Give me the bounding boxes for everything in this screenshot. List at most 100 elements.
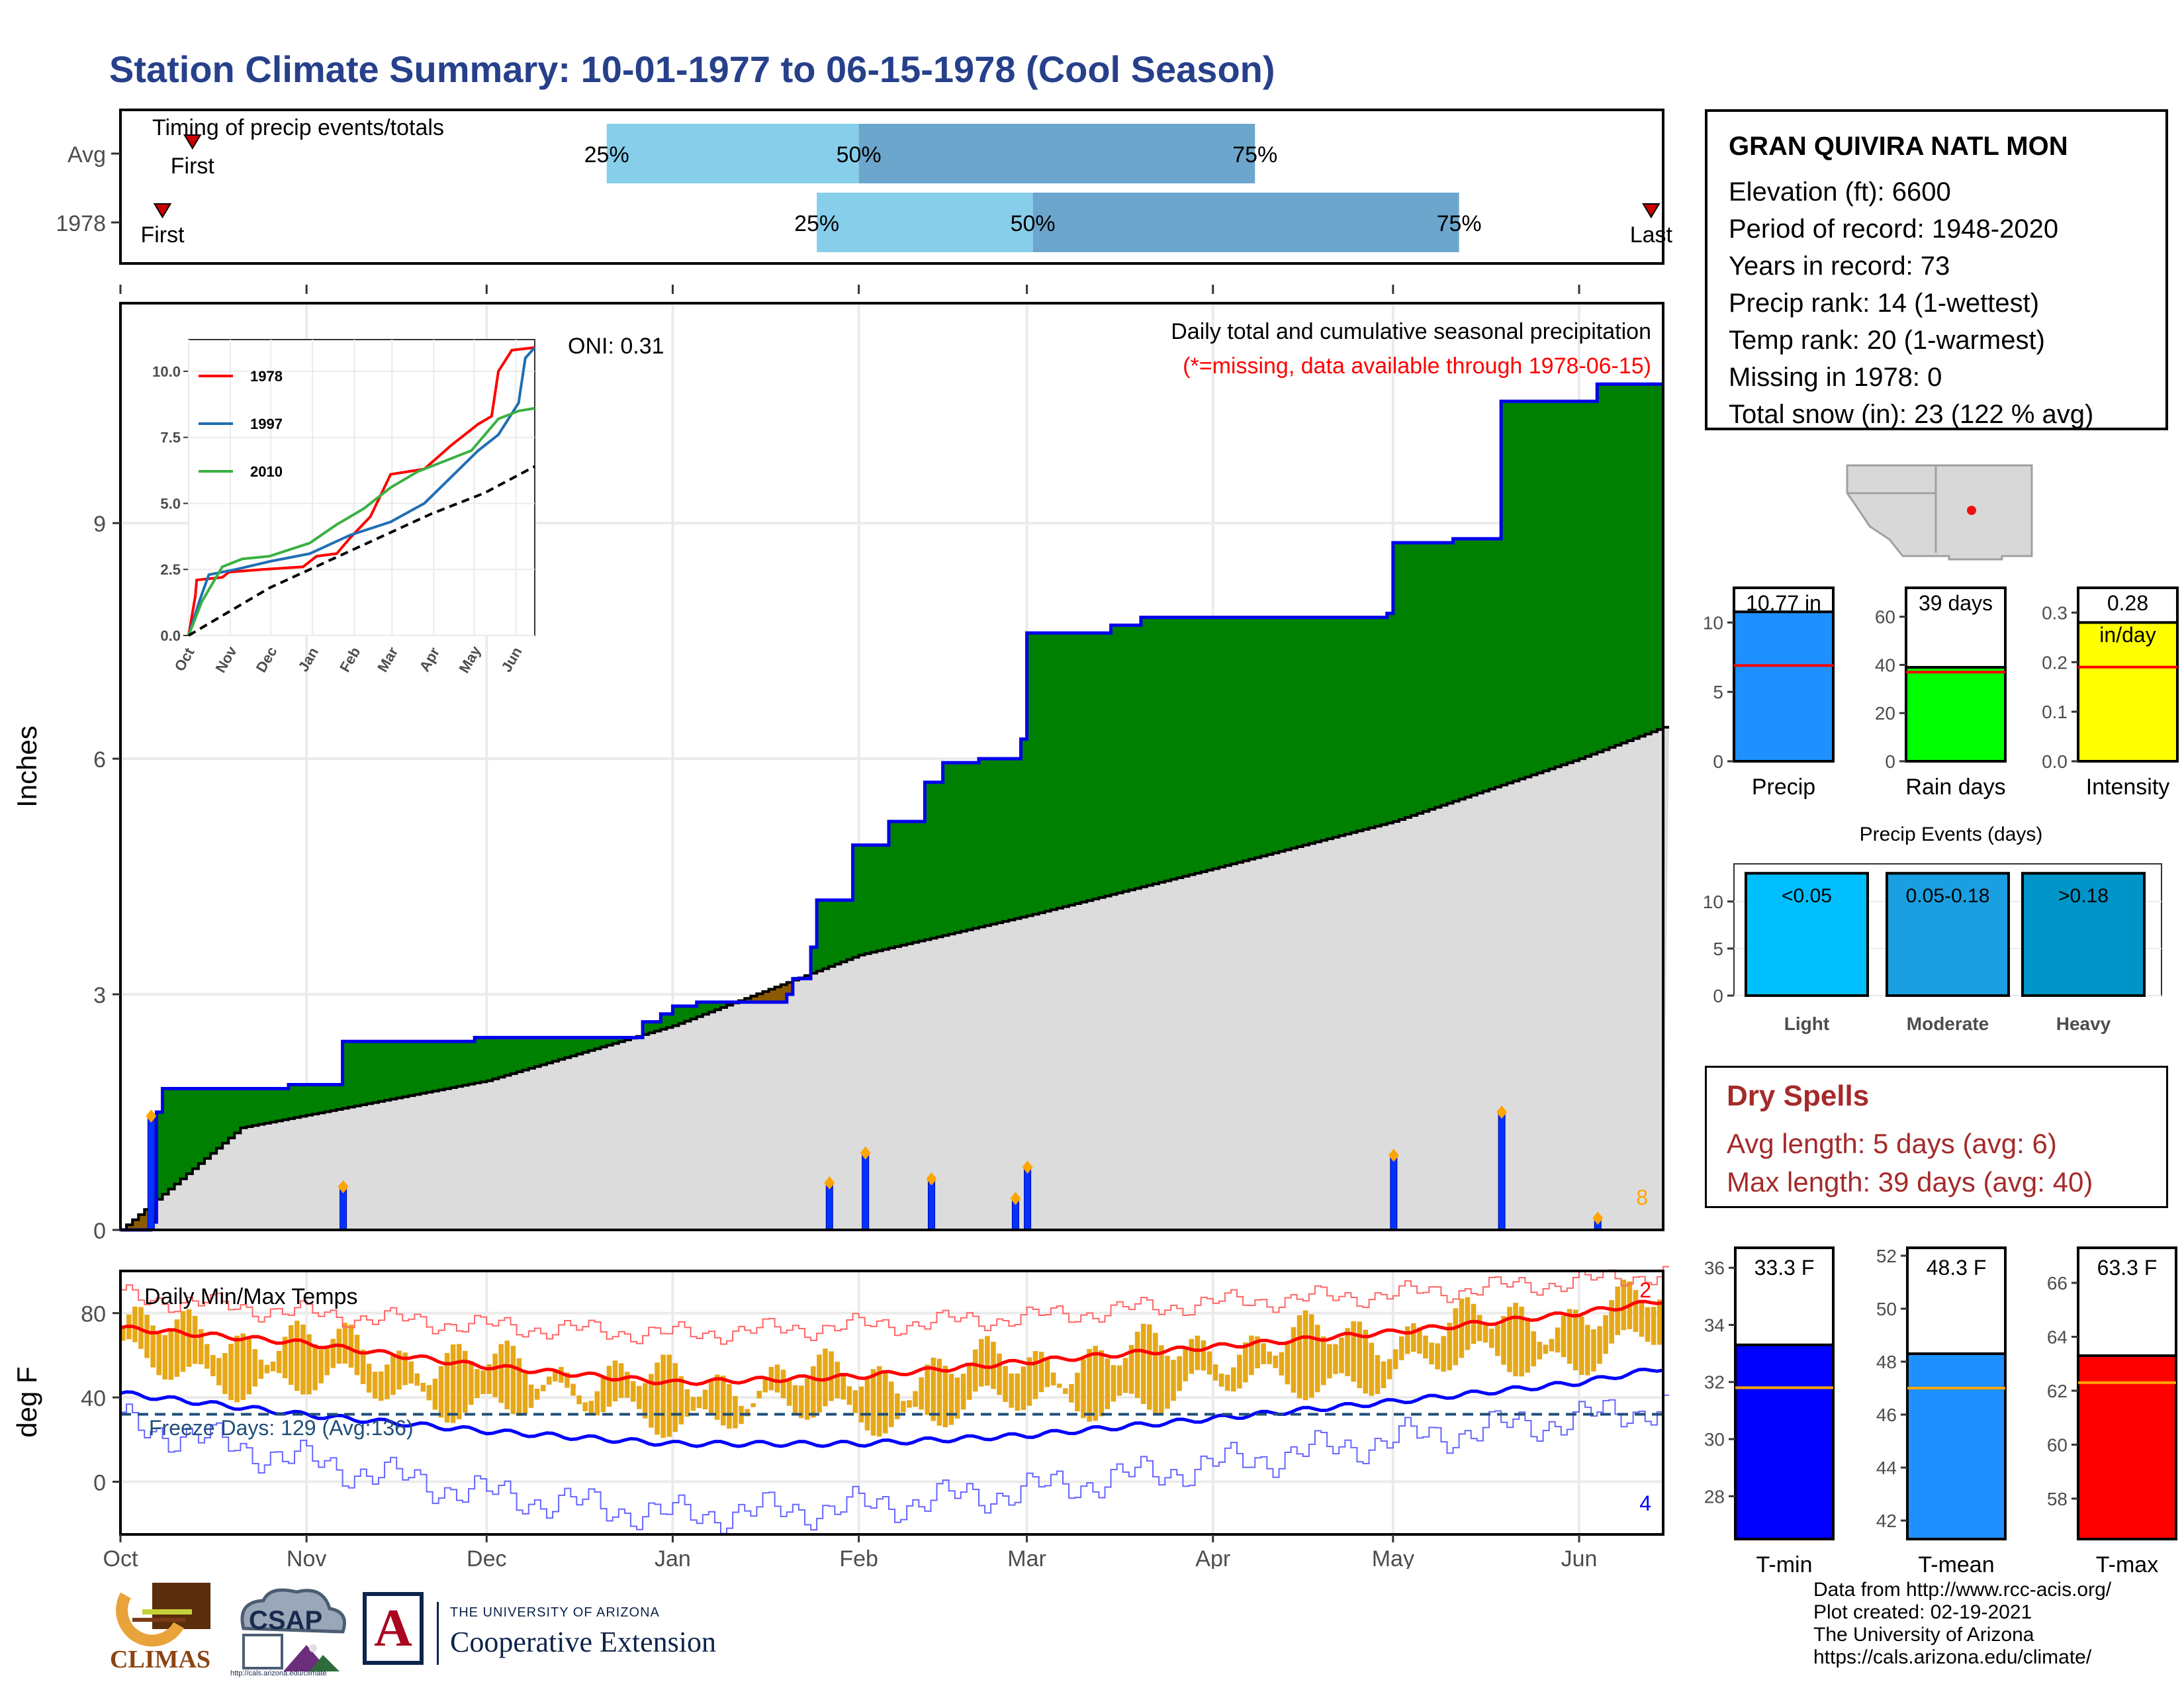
daily-temp-range-bar xyxy=(1501,1316,1506,1365)
daily-temp-range-bar xyxy=(1531,1331,1537,1367)
daily-temp-range-bar xyxy=(1038,1352,1044,1393)
above-normal-segment xyxy=(1495,538,1502,788)
daily-temp-range-bar xyxy=(1488,1329,1494,1348)
above-normal-segment xyxy=(1261,617,1267,857)
csap-logo: CSAP http://cals.arizona.edu/climate xyxy=(230,1582,353,1681)
daily-temp-range-bar xyxy=(979,1338,984,1387)
daily-temp-range-bar xyxy=(456,1344,462,1420)
ua-logo-block: A xyxy=(363,1592,424,1665)
daily-temp-range-bar xyxy=(895,1393,900,1420)
above-normal-segment xyxy=(1537,401,1544,773)
max-normal-line xyxy=(120,1299,1664,1386)
daily-temp-range-bar xyxy=(1255,1336,1260,1369)
daily-temp-range-bar xyxy=(985,1336,990,1386)
temp-bars-panel: 28 30 32 34 36 33.3 F T-min 42 44 46 48 50 52 48.3 F T… xyxy=(1681,1231,2184,1589)
daily-temp-range-bar xyxy=(132,1306,138,1342)
above-normal-segment xyxy=(336,1084,343,1109)
timing-row-label: Avg xyxy=(68,142,106,167)
daily-temp-range-bar xyxy=(811,1366,816,1418)
daily-temp-range-bar xyxy=(1495,1325,1500,1356)
precip-event-range: 0.05-0.18 xyxy=(1906,885,1990,907)
daily-temp-range-bar xyxy=(156,1333,161,1376)
daily-precip-marker xyxy=(146,1109,157,1123)
inset-series-line xyxy=(187,346,535,636)
daily-temp-range-bar xyxy=(708,1380,714,1414)
above-normal-segment xyxy=(1555,401,1562,767)
daily-temp-range-bar xyxy=(462,1350,468,1413)
daily-temp-range-bar xyxy=(1398,1336,1404,1360)
dry-spells-max: Max length: 39 days (avg: 40) xyxy=(1727,1166,2093,1197)
above-normal-segment xyxy=(156,1112,163,1199)
events-ytick-label: 0 xyxy=(1713,986,1723,1006)
summary-value-label: 0.28 xyxy=(2107,591,2148,615)
above-normal-segment xyxy=(1081,633,1087,902)
precip-events-chart: Precip Events (days) 0 5 10 <0.05 Light 0.05-0… xyxy=(1703,823,2162,1034)
above-normal-segment xyxy=(450,1041,457,1088)
above-normal-segment xyxy=(570,1037,577,1056)
daily-temp-range-bar xyxy=(1453,1308,1459,1366)
above-normal-segment xyxy=(913,821,919,943)
above-normal-segment xyxy=(168,1088,175,1190)
above-normal-segment xyxy=(1189,617,1196,875)
daily-temp-range-bar xyxy=(1411,1323,1416,1352)
daily-temp-range-bar xyxy=(306,1334,312,1395)
daily-temp-range-bar xyxy=(966,1363,972,1400)
above-normal-segment xyxy=(528,1037,535,1068)
daily-temp-range-bar xyxy=(1267,1351,1272,1364)
below-normal-segment xyxy=(780,984,788,1002)
above-normal-segment xyxy=(559,1037,565,1060)
above-normal-segment xyxy=(480,1037,487,1082)
above-normal-segment xyxy=(948,763,956,934)
daily-precip-bar xyxy=(1024,1166,1032,1231)
above-normal-segment xyxy=(1345,617,1351,835)
above-normal-segment xyxy=(1308,617,1316,844)
daily-temp-range-bar xyxy=(1597,1326,1602,1364)
precip-ytick-label: 6 xyxy=(93,747,106,773)
above-normal-segment xyxy=(643,1021,649,1035)
daily-temp-range-bar xyxy=(594,1391,600,1416)
above-normal-segment xyxy=(1387,613,1394,823)
daily-temp-range-bar xyxy=(252,1349,258,1387)
daily-temp-range-bar xyxy=(1567,1309,1572,1364)
daily-precip-marker xyxy=(1496,1105,1508,1119)
station-detail-line: Temp rank: 20 (1-warmest) xyxy=(1729,326,2045,355)
daily-temp-range-bar xyxy=(210,1354,216,1377)
summary-value-bar xyxy=(2077,621,2179,763)
daily-temp-range-bar xyxy=(1285,1341,1291,1385)
daily-temp-range-bar xyxy=(1519,1307,1524,1377)
daily-temp-range-bar xyxy=(792,1385,798,1413)
precip-event-category: Light xyxy=(1784,1013,1829,1034)
daily-temp-range-bar xyxy=(570,1383,576,1396)
daily-temp-range-bar xyxy=(1381,1361,1387,1389)
above-normal-segment xyxy=(1471,538,1478,796)
daily-temp-range-bar xyxy=(180,1311,186,1372)
tbar-ytick-label: 66 xyxy=(2047,1273,2068,1293)
above-normal-segment xyxy=(1651,384,1658,732)
daily-temp-range-bar xyxy=(469,1361,474,1405)
above-normal-segment xyxy=(1087,633,1093,901)
daily-temp-range-bar xyxy=(1032,1350,1038,1399)
summary-ytick-label: 0.1 xyxy=(2042,702,2068,722)
above-normal-segment xyxy=(408,1041,416,1096)
daily-temp-range-bar xyxy=(745,1409,750,1417)
above-normal-segment xyxy=(678,1006,686,1024)
above-normal-segment xyxy=(1339,617,1345,836)
daily-temp-range-bar xyxy=(1146,1324,1152,1410)
summary-ytick-label: 0 xyxy=(1885,751,1895,772)
tbar-ytick-label: 50 xyxy=(1876,1299,1897,1319)
above-normal-segment xyxy=(907,821,913,944)
daily-temp-range-bar xyxy=(1603,1315,1608,1354)
above-normal-segment xyxy=(510,1037,518,1074)
summary-bars-chart: 0 5 10 10.77 in Precip 0 20 40 60 39 days Rain day… xyxy=(1703,586,2179,800)
above-normal-segment xyxy=(1116,625,1124,893)
above-normal-segment xyxy=(858,845,866,955)
inset-legend-label: 1978 xyxy=(250,368,283,385)
above-normal-segment xyxy=(1585,401,1592,757)
daily-temp-range-bar xyxy=(276,1350,282,1374)
daily-temp-range-bar xyxy=(606,1366,612,1407)
above-normal-segment xyxy=(576,1037,583,1055)
above-normal-segment xyxy=(234,1088,242,1133)
daily-temp-range-bar xyxy=(1621,1280,1627,1331)
above-normal-segment xyxy=(546,1037,553,1063)
daily-temp-range-bar xyxy=(846,1386,852,1405)
